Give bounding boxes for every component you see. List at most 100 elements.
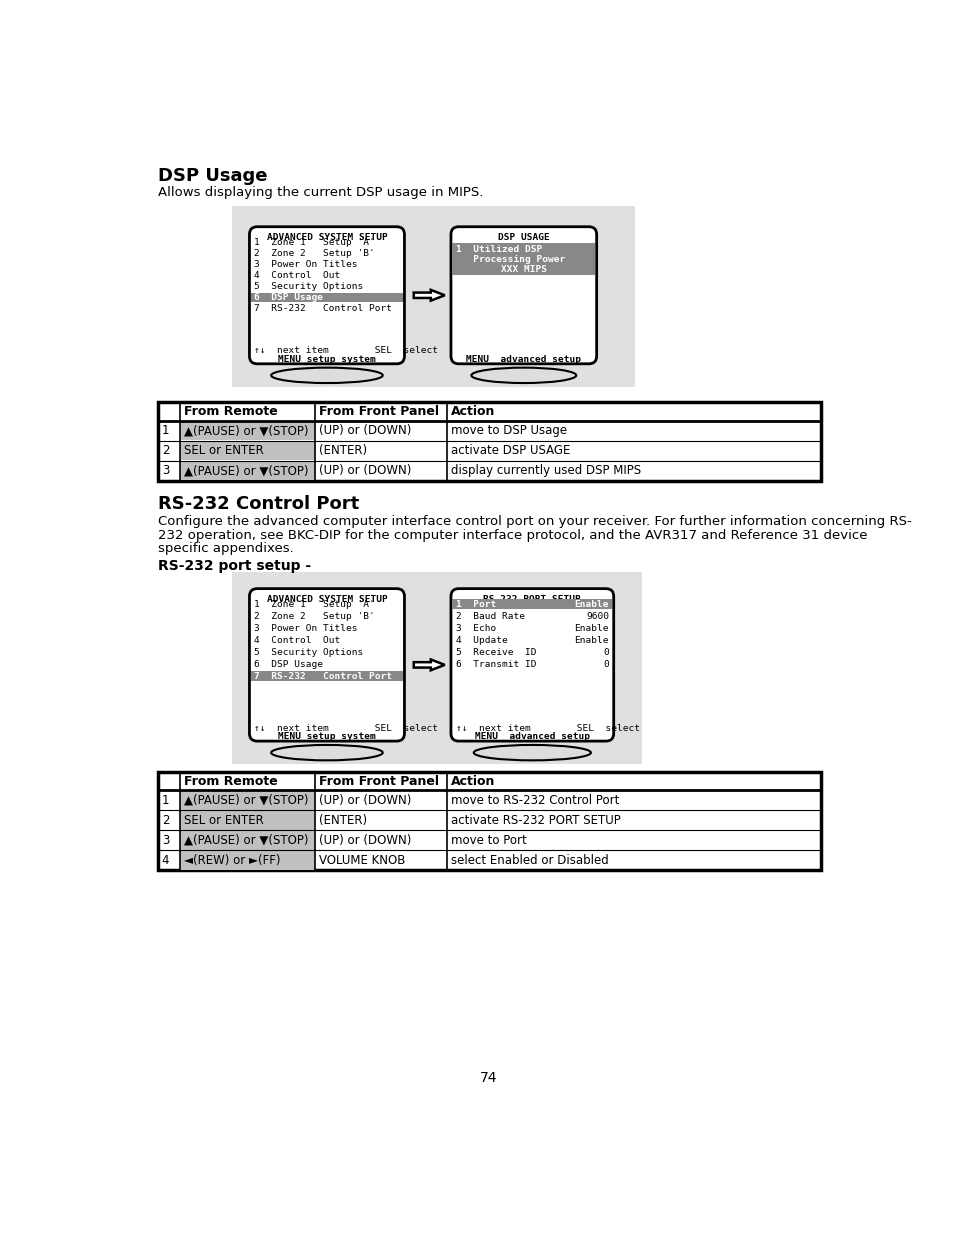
Text: 3  Echo: 3 Echo: [456, 624, 496, 634]
FancyBboxPatch shape: [451, 227, 596, 364]
Text: (UP) or (DOWN): (UP) or (DOWN): [319, 834, 411, 847]
Bar: [158, 403, 820, 480]
Text: 1: 1: [162, 425, 170, 437]
Text: From Remote: From Remote: [183, 774, 277, 788]
Text: SEL or ENTER: SEL or ENTER: [183, 445, 263, 457]
Bar: [180, 851, 314, 869]
Text: activate DSP USAGE: activate DSP USAGE: [451, 445, 570, 457]
Text: ADVANCED SYSTEM SETUP: ADVANCED SYSTEM SETUP: [266, 595, 387, 604]
Text: ↑↓  next item        SEL  select: ↑↓ next item SEL select: [253, 724, 437, 732]
Text: DSP USAGE: DSP USAGE: [497, 233, 549, 242]
Text: ▲(PAUSE) or ▼(STOP): ▲(PAUSE) or ▼(STOP): [183, 794, 308, 806]
Text: ↑↓  next item        SEL  select: ↑↓ next item SEL select: [456, 724, 639, 732]
Text: ↑↓  next item        SEL  select: ↑↓ next item SEL select: [253, 346, 437, 356]
Text: 2  Baud Rate: 2 Baud Rate: [456, 613, 524, 621]
Ellipse shape: [474, 745, 590, 761]
Text: 1  Utilized DSP: 1 Utilized DSP: [456, 245, 541, 253]
Text: DSP Usage: DSP Usage: [158, 168, 267, 185]
Text: ◄(REW) or ►(FF): ◄(REW) or ►(FF): [183, 853, 280, 867]
FancyBboxPatch shape: [249, 227, 404, 364]
Text: Enable: Enable: [574, 624, 608, 634]
Text: 3  Power On Titles: 3 Power On Titles: [253, 624, 357, 634]
Text: 6  Transmit ID: 6 Transmit ID: [456, 659, 536, 669]
Text: (UP) or (DOWN): (UP) or (DOWN): [319, 425, 411, 437]
Text: RS-232 PORT SETUP: RS-232 PORT SETUP: [483, 595, 580, 604]
Text: 1  Zone 1   Setup 'A': 1 Zone 1 Setup 'A': [253, 600, 375, 609]
Bar: [452, 243, 595, 275]
Text: Configure the advanced computer interface control port on your receiver. For fur: Configure the advanced computer interfac…: [158, 515, 911, 529]
Text: XXX MIPS: XXX MIPS: [500, 266, 546, 274]
Text: 5  Security Options: 5 Security Options: [253, 648, 363, 657]
Text: From Front Panel: From Front Panel: [319, 774, 438, 788]
Text: 5  Receive  ID: 5 Receive ID: [456, 648, 536, 657]
Text: From Front Panel: From Front Panel: [319, 405, 438, 417]
Text: Processing Power: Processing Power: [456, 256, 564, 264]
Text: (UP) or (DOWN): (UP) or (DOWN): [319, 794, 411, 806]
Bar: [452, 599, 612, 609]
Text: Action: Action: [451, 405, 495, 417]
FancyBboxPatch shape: [249, 589, 404, 741]
Bar: [180, 421, 314, 440]
Text: 3  Power On Titles: 3 Power On Titles: [253, 261, 357, 269]
Text: Enable: Enable: [574, 636, 608, 645]
Text: 1  Port: 1 Port: [456, 600, 496, 609]
Text: 2  Zone 2   Setup 'B': 2 Zone 2 Setup 'B': [253, 249, 375, 258]
Text: MENU setup system: MENU setup system: [277, 732, 375, 741]
Text: MENU  advanced setup: MENU advanced setup: [466, 354, 580, 363]
Text: VOLUME KNOB: VOLUME KNOB: [319, 853, 405, 867]
Bar: [180, 811, 314, 830]
Bar: [232, 572, 641, 764]
Text: MENU setup system: MENU setup system: [277, 354, 375, 363]
Text: RS-232 Control Port: RS-232 Control Port: [158, 495, 359, 514]
Text: 1: 1: [162, 794, 170, 806]
Text: 2: 2: [162, 814, 170, 827]
Text: 5  Security Options: 5 Security Options: [253, 282, 363, 291]
Text: 2  Zone 2   Setup 'B': 2 Zone 2 Setup 'B': [253, 613, 375, 621]
Text: 3: 3: [162, 464, 169, 478]
Ellipse shape: [471, 368, 576, 383]
Text: From Remote: From Remote: [183, 405, 277, 417]
Text: 1  Zone 1   Setup 'A': 1 Zone 1 Setup 'A': [253, 238, 375, 247]
Text: Enable: Enable: [574, 600, 608, 609]
Polygon shape: [414, 290, 444, 300]
Bar: [232, 206, 634, 387]
Text: specific appendixes.: specific appendixes.: [158, 542, 294, 555]
Text: 7  RS-232   Control Port: 7 RS-232 Control Port: [253, 672, 392, 680]
Text: 4  Control  Out: 4 Control Out: [253, 272, 340, 280]
Text: (ENTER): (ENTER): [319, 445, 367, 457]
Text: ▲(PAUSE) or ▼(STOP): ▲(PAUSE) or ▼(STOP): [183, 425, 308, 437]
Text: Action: Action: [451, 774, 495, 788]
Bar: [180, 792, 314, 810]
Text: move to Port: move to Port: [451, 834, 526, 847]
Text: activate RS-232 PORT SETUP: activate RS-232 PORT SETUP: [451, 814, 620, 827]
Ellipse shape: [271, 368, 382, 383]
Text: ▲(PAUSE) or ▼(STOP): ▲(PAUSE) or ▼(STOP): [183, 464, 308, 478]
Text: ▲(PAUSE) or ▼(STOP): ▲(PAUSE) or ▼(STOP): [183, 834, 308, 847]
Text: 74: 74: [479, 1071, 497, 1084]
Text: 4  Control  Out: 4 Control Out: [253, 636, 340, 645]
Text: 0: 0: [602, 659, 608, 669]
Text: select Enabled or Disabled: select Enabled or Disabled: [451, 853, 608, 867]
FancyBboxPatch shape: [451, 589, 613, 741]
Text: move to DSP Usage: move to DSP Usage: [451, 425, 566, 437]
Text: display currently used DSP MIPS: display currently used DSP MIPS: [451, 464, 640, 478]
Bar: [158, 772, 820, 871]
Text: 0: 0: [602, 648, 608, 657]
Bar: [180, 462, 314, 480]
Text: (UP) or (DOWN): (UP) or (DOWN): [319, 464, 411, 478]
Bar: [180, 831, 314, 850]
Text: move to RS-232 Control Port: move to RS-232 Control Port: [451, 794, 618, 806]
Text: 6  DSP Usage: 6 DSP Usage: [253, 659, 323, 669]
Text: (ENTER): (ENTER): [319, 814, 367, 827]
Bar: [251, 293, 402, 301]
Bar: [251, 671, 402, 680]
Text: SEL or ENTER: SEL or ENTER: [183, 814, 263, 827]
Text: 4  Update: 4 Update: [456, 636, 507, 645]
Text: RS-232 port setup -: RS-232 port setup -: [158, 559, 311, 573]
Polygon shape: [414, 659, 444, 671]
Text: 232 operation, see BKC-DIP for the computer interface protocol, and the AVR317 a: 232 operation, see BKC-DIP for the compu…: [158, 529, 866, 542]
Text: MENU  advanced setup: MENU advanced setup: [475, 732, 589, 741]
Text: 3: 3: [162, 834, 169, 847]
Bar: [180, 442, 314, 461]
Text: 7  RS-232   Control Port: 7 RS-232 Control Port: [253, 304, 392, 312]
